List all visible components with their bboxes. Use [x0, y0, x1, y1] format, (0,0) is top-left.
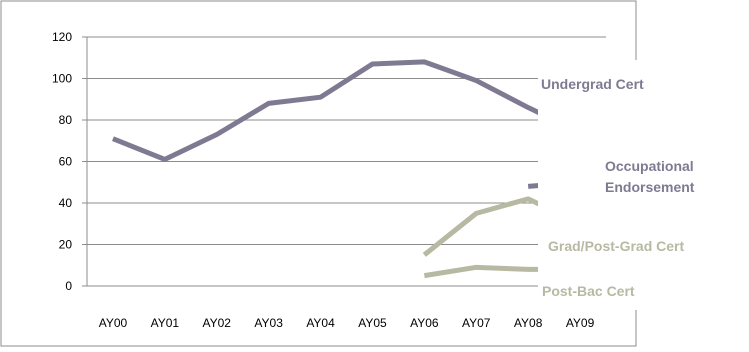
series-label-3: Post-Bac Cert	[542, 283, 635, 299]
x-tick-labels: AY00 AY01 AY02 AY03 AY04 AY05 AY06 AY07 AY08 AY09	[99, 316, 595, 330]
y-tick-labels: 0 20 40 60 80 100 120	[52, 30, 72, 293]
x-tick-label: AY09	[566, 316, 595, 330]
series-label-1: Endorsement	[605, 179, 695, 195]
y-tick-label: 100	[52, 72, 72, 86]
series-label-2: Grad/Post-Grad Cert	[548, 238, 684, 254]
x-tick-label: AY08	[514, 316, 543, 330]
x-tick-label: AY03	[254, 316, 283, 330]
label-background	[538, 60, 749, 310]
x-tick-label: AY02	[203, 316, 232, 330]
series-labels: Undergrad Cert Occupational Endorsement Gra…	[541, 76, 695, 299]
chart-border	[0, 0, 637, 347]
axes	[82, 36, 606, 287]
x-tick-label: AY04	[306, 316, 335, 330]
series-label-1: Occupational	[605, 158, 694, 174]
x-tick-label: AY00	[99, 316, 128, 330]
series-line-0	[112, 59, 582, 162]
y-tick-label: 60	[59, 155, 73, 169]
y-tick-label: 80	[59, 113, 73, 127]
x-tick-label: AY07	[462, 316, 491, 330]
x-tick-label: AY05	[358, 316, 387, 330]
series-label-0: Undergrad Cert	[541, 76, 644, 92]
y-tick-label: 0	[65, 279, 72, 293]
y-tick-label: 40	[59, 196, 73, 210]
x-tick-label: AY01	[151, 316, 180, 330]
y-tick-label: 120	[52, 30, 72, 44]
y-tick-label: 20	[59, 238, 73, 252]
x-tick-label: AY06	[410, 316, 439, 330]
